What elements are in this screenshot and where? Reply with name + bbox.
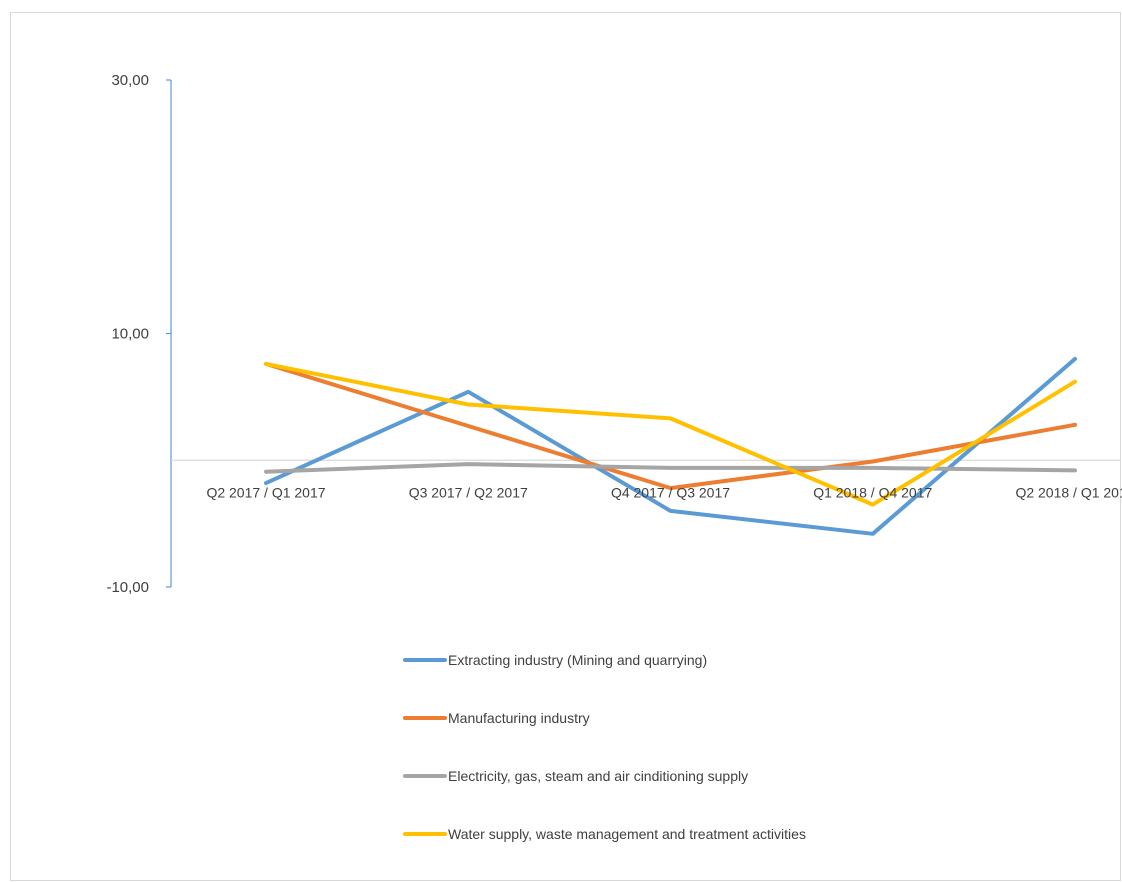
x-tick-label: Q2 2018 / Q1 2018 bbox=[1015, 484, 1122, 500]
series-line-2 bbox=[264, 361, 1077, 491]
legend-label-2: Manufacturing industry bbox=[448, 710, 590, 726]
series-line-1 bbox=[264, 356, 1077, 536]
x-tick-label: Q4 2017 / Q3 2017 bbox=[611, 484, 730, 500]
legend-label-1: Extracting industry (Mining and quarryin… bbox=[448, 652, 707, 668]
y-tick-label: -10,00 bbox=[106, 579, 149, 596]
y-tick-label: 30,00 bbox=[111, 72, 149, 89]
chart-frame bbox=[10, 12, 1121, 881]
legend-label-4: Water supply, waste management and treat… bbox=[448, 826, 806, 842]
legend-label-3: Electricity, gas, steam and air cinditio… bbox=[448, 768, 748, 784]
y-tick-label: 10,00 bbox=[111, 326, 149, 343]
series-line-4 bbox=[264, 361, 1077, 507]
series-line-3 bbox=[264, 462, 1077, 474]
x-tick-label: Q1 2018 / Q4 2017 bbox=[813, 484, 932, 500]
x-tick-label: Q2 2017 / Q1 2017 bbox=[206, 484, 325, 500]
x-tick-label: Q3 2017 / Q2 2017 bbox=[409, 484, 528, 500]
